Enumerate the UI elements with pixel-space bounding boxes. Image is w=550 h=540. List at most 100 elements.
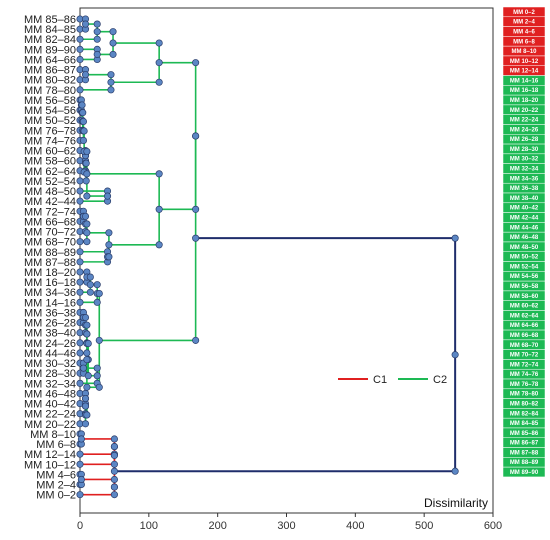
strip-label-mm-66-68: MM 66–68 xyxy=(510,333,539,339)
leaf-label-mm-48-50: MM 48–50 xyxy=(24,186,76,198)
merge-node-n11-0 xyxy=(79,117,87,126)
strip-label-mm-12-14: MM 12–14 xyxy=(510,69,539,75)
strip-label-mm-82-84: MM 82–84 xyxy=(510,411,539,417)
strip-label-mm-89-90: MM 89–90 xyxy=(510,470,539,476)
strip-label-mm-68-70: MM 68–70 xyxy=(510,343,539,349)
leaf-label-mm-89-90: MM 89–90 xyxy=(24,44,76,56)
leaf-label-mm-42-44: MM 42–44 xyxy=(24,196,76,208)
leaf-label-mm-32-34: MM 32–34 xyxy=(24,378,76,390)
merge-node-n40-0 xyxy=(192,132,200,140)
leaf-label-mm-2-4: MM 2–4 xyxy=(36,480,76,492)
merge-node-n43-0 xyxy=(110,443,118,451)
merge-node-n37-0 xyxy=(84,339,92,348)
strip-label-mm-72-74: MM 72–74 xyxy=(510,362,539,368)
merge-node-n44-mid xyxy=(77,475,85,484)
leaf-label-mm-84-85: MM 84–85 xyxy=(24,24,76,36)
leaf-label-mm-76-78: MM 76–78 xyxy=(24,125,76,137)
strip-label-mm-62-64: MM 62–64 xyxy=(510,313,539,319)
strip-label-mm-76-78: MM 76–78 xyxy=(510,382,539,388)
leaf-label-mm-6-8: MM 6–8 xyxy=(36,439,76,451)
merge-node-n24-0 xyxy=(192,59,200,67)
strip-label-mm-48-50: MM 48–50 xyxy=(510,245,539,251)
merge-node-n40-1 xyxy=(192,336,200,344)
strip-label-mm-64-66: MM 64–66 xyxy=(510,323,539,329)
merge-node-n9-0 xyxy=(78,101,86,109)
leaf-label-mm-86-87: MM 86–87 xyxy=(24,65,76,77)
leaf-label-mm-66-68: MM 66–68 xyxy=(24,216,76,228)
plot-frame xyxy=(79,7,494,514)
merge-node-n31-1 xyxy=(83,349,91,357)
strip-label-mm-50-52: MM 50–52 xyxy=(510,255,539,261)
leaf-node-mm-24-26 xyxy=(76,339,84,347)
leaf-node-mm-32-34 xyxy=(76,379,84,387)
leaf-label-mm-24-26: MM 24–26 xyxy=(24,338,76,350)
leaf-node-mm-64-66 xyxy=(76,55,84,64)
leaf-label-mm-8-10: MM 8–10 xyxy=(30,429,76,441)
leaf-label-mm-82-84: MM 82–84 xyxy=(24,34,76,46)
merge-node-n4-0 xyxy=(109,28,117,36)
leaf-node-mm-16-18 xyxy=(76,278,84,286)
leaf-node-mm-68-70 xyxy=(76,238,84,246)
strip-label-mm-44-46: MM 44–46 xyxy=(510,225,539,231)
merge-node-n22-1 xyxy=(105,253,113,261)
merge-node-root-0 xyxy=(451,234,459,242)
strip-label-mm-26-28: MM 26–28 xyxy=(510,137,539,143)
merge-node-n4-mid xyxy=(109,39,117,47)
leaf-label-mm-68-70: MM 68–70 xyxy=(24,237,76,249)
merge-node-n7-mid xyxy=(155,59,163,67)
leaf-label-mm-30-32: MM 30–32 xyxy=(24,358,76,370)
leaf-label-mm-74-76: MM 74–76 xyxy=(24,135,76,147)
strip-label-mm-34-36: MM 34–36 xyxy=(510,176,539,182)
strip-label-mm-0-2: MM 0–2 xyxy=(513,10,535,16)
leaf-label-mm-4-6: MM 4–6 xyxy=(36,469,76,481)
merge-node-n23-1 xyxy=(155,241,163,249)
merge-node-n19-0 xyxy=(81,212,90,220)
merge-node-n6-0 xyxy=(107,71,115,79)
strip-label-mm-18-20: MM 18–20 xyxy=(510,98,539,104)
leaf-label-mm-0-2: MM 0–2 xyxy=(36,490,76,502)
merge-node-n46-0 xyxy=(110,451,118,459)
leaf-label-mm-85-86: MM 85–86 xyxy=(24,14,76,26)
x-tick-label-100: 100 xyxy=(140,520,158,532)
merge-node-n37-1 xyxy=(84,372,92,380)
merge-node-n14-1 xyxy=(82,177,90,185)
leaf-label-mm-58-60: MM 58–60 xyxy=(24,156,76,168)
merge-node-n38-1 xyxy=(83,411,91,419)
strip-label-mm-22-24: MM 22–24 xyxy=(510,118,539,124)
merge-node-n39-0 xyxy=(95,289,103,298)
leaf-node-mm-78-80 xyxy=(76,86,84,94)
strip-label-mm-6-8: MM 6–8 xyxy=(513,39,535,45)
strip-label-mm-86-87: MM 86–87 xyxy=(510,441,539,447)
strip-label-mm-60-62: MM 60–62 xyxy=(510,304,539,310)
strip-label-mm-8-10: MM 8–10 xyxy=(511,49,537,55)
leaf-label-mm-26-28: MM 26–28 xyxy=(24,318,76,330)
merge-node-n36-1 xyxy=(81,420,90,428)
merge-node-n26-mid xyxy=(86,281,94,289)
merge-node-n23-mid xyxy=(155,205,163,213)
leaf-label-mm-60-62: MM 60–62 xyxy=(24,146,76,158)
merge-node-n7-0 xyxy=(155,39,163,47)
leaf-node-mm-44-46 xyxy=(76,349,84,357)
strip-label-mm-80-82: MM 80–82 xyxy=(510,401,539,407)
leaf-label-mm-14-16: MM 14–16 xyxy=(24,297,76,309)
merge-node-n45-0 xyxy=(110,475,118,484)
legend-label-c1: C1 xyxy=(373,374,387,386)
leaf-node-mm-14-16 xyxy=(76,298,84,306)
leaf-node-mm-82-84 xyxy=(76,35,84,43)
strip-label-mm-88-89: MM 88–89 xyxy=(510,460,539,466)
leaf-label-mm-34-36: MM 34–36 xyxy=(24,287,76,299)
merge-node-n26-0 xyxy=(86,273,94,281)
merge-node-n16-mid xyxy=(103,192,112,200)
strip-label-mm-4-6: MM 4–6 xyxy=(513,29,535,35)
leaf-label-mm-88-89: MM 88–89 xyxy=(24,247,76,259)
merge-node-n26-1 xyxy=(86,288,94,296)
strip-label-mm-46-48: MM 46–48 xyxy=(510,235,539,241)
strip-label-mm-38-40: MM 38–40 xyxy=(510,196,539,202)
x-tick-label-0: 0 xyxy=(77,520,83,532)
merge-node-n39-mid xyxy=(95,336,103,344)
strip-label-mm-84-85: MM 84–85 xyxy=(510,421,539,427)
merge-node-n1-mid xyxy=(81,20,90,28)
merge-node-n45-1 xyxy=(110,491,118,499)
merge-node-n5-mid xyxy=(81,71,90,79)
merge-node-n43-1 xyxy=(110,460,118,468)
